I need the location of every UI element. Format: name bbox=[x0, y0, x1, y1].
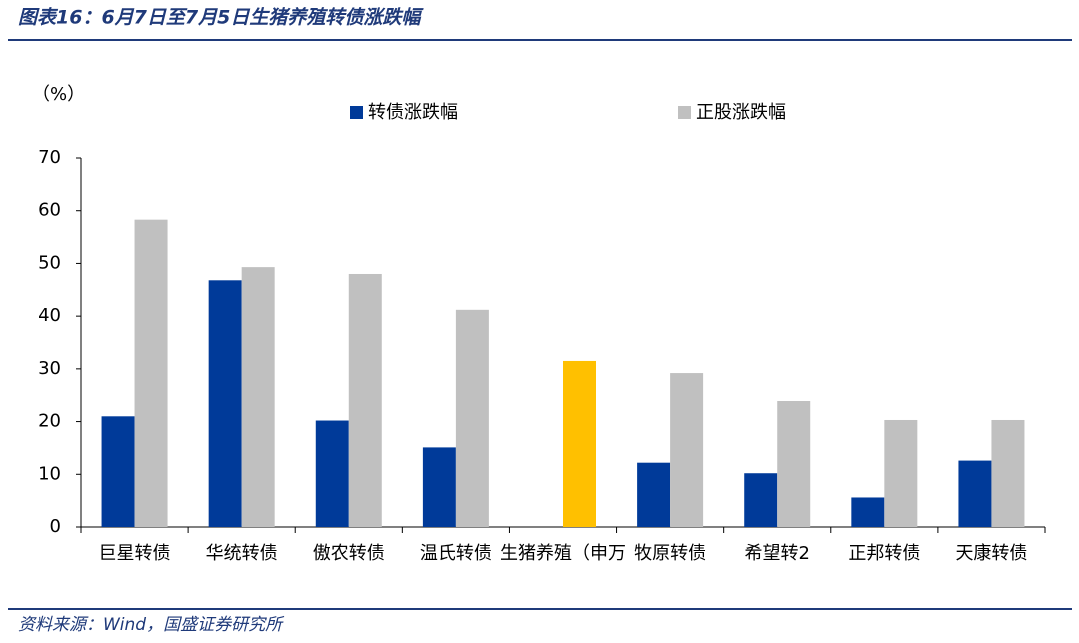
y-tick-label: 50 bbox=[38, 252, 61, 273]
bar bbox=[958, 460, 992, 527]
y-tick-label: 60 bbox=[38, 200, 61, 221]
y-tick-label: 0 bbox=[50, 516, 61, 537]
y-tick-label: 30 bbox=[38, 358, 61, 379]
x-tick-label: 温氏转债 bbox=[420, 543, 492, 564]
bar bbox=[637, 462, 671, 527]
x-tick-label: 华统转债 bbox=[206, 543, 278, 564]
bar bbox=[315, 420, 349, 527]
bar bbox=[670, 373, 704, 527]
bar bbox=[208, 280, 242, 527]
legend-label: 转债涨跌幅 bbox=[368, 102, 458, 123]
y-tick-label: 40 bbox=[38, 305, 61, 326]
bar bbox=[851, 497, 885, 527]
x-tick-label: 天康转债 bbox=[955, 543, 1027, 564]
bar bbox=[884, 419, 918, 527]
x-tick-label: 傲农转债 bbox=[313, 543, 385, 564]
y-tick-label: 20 bbox=[38, 411, 61, 432]
legend-swatch bbox=[678, 106, 691, 119]
y-axis-label: （%） bbox=[32, 84, 85, 105]
bar bbox=[991, 419, 1025, 527]
y-tick-label: 10 bbox=[38, 463, 61, 484]
legend-label: 正股涨跌幅 bbox=[696, 102, 786, 123]
x-tick-label: 希望转2 bbox=[744, 543, 809, 564]
bar bbox=[241, 267, 275, 527]
bar bbox=[777, 401, 811, 527]
source-note: 资料来源：Wind，国盛证券研究所 bbox=[18, 615, 285, 635]
bar bbox=[134, 219, 168, 527]
bar bbox=[744, 473, 778, 527]
bar bbox=[455, 309, 489, 527]
chart-title: 图表16：6月7日至7月5日生猪养殖转债涨跌幅 bbox=[18, 7, 424, 29]
x-tick-label: 巨星转债 bbox=[99, 543, 171, 564]
bar bbox=[101, 416, 135, 527]
bar bbox=[563, 360, 596, 527]
x-tick-label: 正邦转债 bbox=[848, 543, 920, 564]
x-tick-label: 牧原转债 bbox=[634, 543, 706, 564]
y-tick-label: 70 bbox=[38, 147, 61, 168]
bar bbox=[348, 273, 382, 527]
bar bbox=[422, 447, 456, 527]
legend-swatch bbox=[350, 106, 363, 119]
x-tick-label: 生猪养殖（申万 bbox=[500, 542, 626, 564]
